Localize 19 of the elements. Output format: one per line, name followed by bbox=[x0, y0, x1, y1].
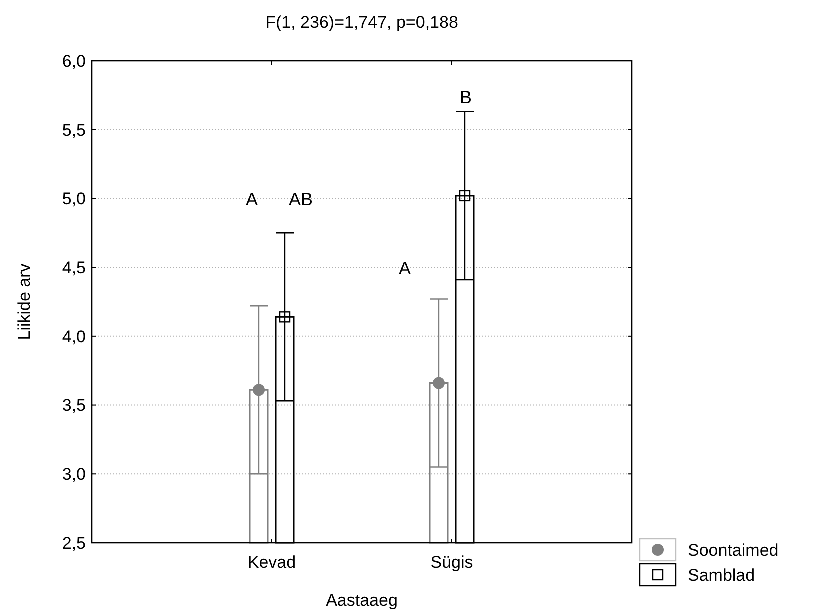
y-tick-label: 3,5 bbox=[62, 396, 86, 416]
y-tick-label: 5,5 bbox=[62, 120, 86, 140]
annotation: A bbox=[246, 189, 258, 210]
y-tick-label: 4,5 bbox=[62, 258, 86, 278]
annotation: A bbox=[398, 258, 412, 278]
x-tick-label: Sügis bbox=[430, 553, 474, 572]
y-tick-label: 6,0 bbox=[62, 52, 86, 71]
annotation: AB bbox=[288, 189, 314, 210]
y-tick-label: 4,0 bbox=[62, 327, 86, 346]
x-axis-title: Aastaaeg bbox=[326, 591, 398, 610]
legend-label: Soontaimed bbox=[688, 540, 779, 560]
annotation: B bbox=[460, 87, 472, 108]
y-tick-label: 5,0 bbox=[62, 190, 86, 209]
y-axis-title: Liikide arv bbox=[15, 263, 34, 340]
y-tick-label: 3,0 bbox=[62, 465, 86, 484]
y-tick-label: 2,5 bbox=[62, 534, 86, 553]
legend-label: Samblad bbox=[688, 566, 756, 585]
x-tick-label: Kevad bbox=[248, 553, 296, 572]
chart-title: F(1, 236)=1,747, p=0,188 bbox=[266, 13, 458, 32]
